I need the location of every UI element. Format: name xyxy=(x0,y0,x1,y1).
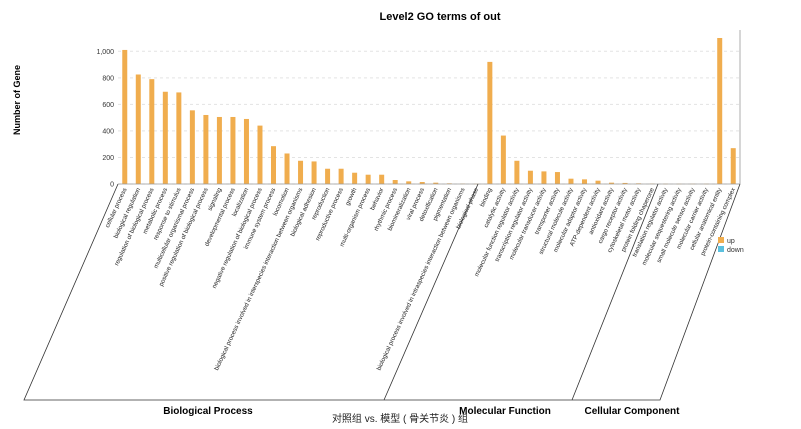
y-tick-label: 800 xyxy=(102,75,114,82)
bar xyxy=(541,171,547,184)
bar xyxy=(487,61,493,184)
bar xyxy=(230,116,236,184)
bar xyxy=(162,91,168,184)
bar xyxy=(609,182,615,184)
bar xyxy=(311,161,317,184)
group-label-biological-process: Biological Process xyxy=(163,406,253,417)
bar xyxy=(568,178,574,184)
bar xyxy=(527,170,533,184)
bar xyxy=(500,135,506,184)
bar xyxy=(149,79,155,184)
y-tick-label: 0 xyxy=(110,182,114,189)
x-tick-label: growth xyxy=(344,186,358,206)
legend-swatch-up xyxy=(718,237,724,243)
legend-label-up: up xyxy=(727,238,735,245)
legend: up down xyxy=(718,237,744,254)
bar xyxy=(338,168,344,184)
legend-swatch-down xyxy=(718,246,724,252)
group-frame-left xyxy=(23,183,572,401)
group-frame-right xyxy=(572,183,741,401)
y-tick-label: 400 xyxy=(102,128,114,135)
bar xyxy=(325,168,331,184)
bar xyxy=(352,172,358,184)
legend-label-down: down xyxy=(727,247,744,254)
bar xyxy=(730,148,736,184)
bar xyxy=(433,182,439,184)
bar xyxy=(176,92,182,184)
bar xyxy=(717,38,723,184)
bar xyxy=(514,160,520,184)
bar xyxy=(271,146,276,184)
group-label-molecular-function: Molecular Function xyxy=(459,406,551,417)
group-label-cellular-component: Cellular Component xyxy=(584,406,680,417)
bar xyxy=(203,114,209,184)
group-separator-bp xyxy=(383,183,479,401)
y-tick-label: 1,000 xyxy=(96,49,114,56)
bar xyxy=(298,160,304,184)
group-separator-mf xyxy=(571,183,659,401)
bar xyxy=(284,153,290,184)
bar xyxy=(216,116,222,184)
bar xyxy=(365,174,371,184)
bar xyxy=(379,174,385,184)
bar xyxy=(554,172,560,184)
y-axis-label: Number of Gene xyxy=(12,65,22,135)
bar xyxy=(257,125,263,184)
bar xyxy=(189,110,195,184)
bar xyxy=(419,182,425,184)
bar xyxy=(243,118,249,184)
y-tick-label: 200 xyxy=(102,155,114,162)
bar xyxy=(392,180,398,184)
bar xyxy=(595,180,601,184)
bar xyxy=(122,49,128,185)
bar xyxy=(582,179,587,184)
bar xyxy=(622,182,628,184)
bar xyxy=(406,181,412,184)
chart-title: Level2 GO terms of out xyxy=(379,11,500,23)
bar xyxy=(135,74,141,184)
x-axis-label: 对照组 vs. 模型 ( 骨关节炎 ) 组 xyxy=(332,412,468,425)
y-tick-label: 600 xyxy=(102,102,114,109)
